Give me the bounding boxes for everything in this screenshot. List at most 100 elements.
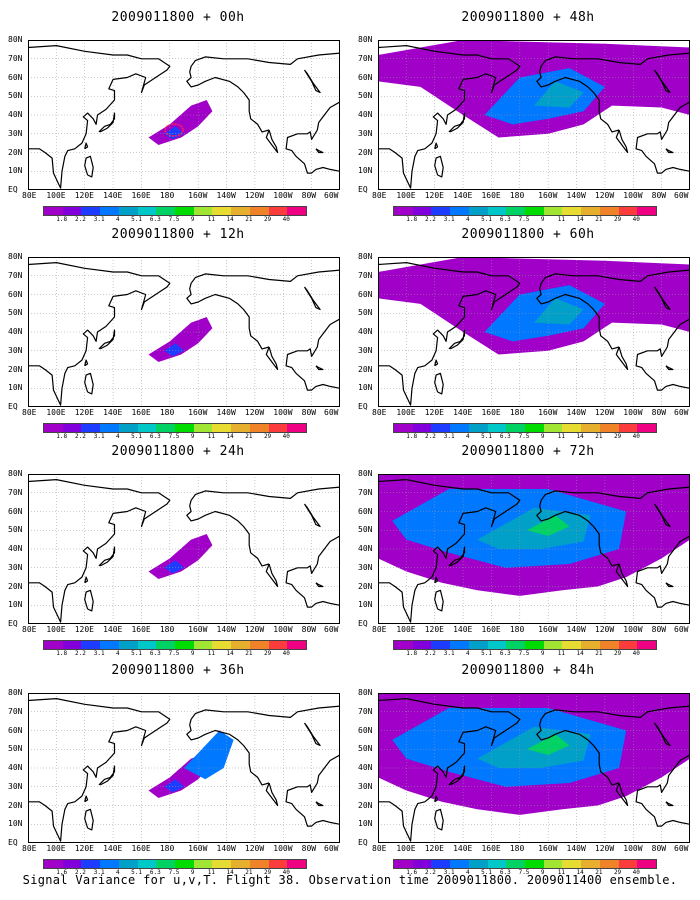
coastline (434, 589, 444, 612)
map-panel: 2009011800 + 72h 80N 70N 60N 50N 40N 30N 20N 10N… (358, 444, 698, 659)
latitude-label: 80N (358, 688, 373, 697)
longitude-label: 180 (509, 191, 525, 200)
latitude-label: 80N (358, 252, 373, 261)
coastline (434, 795, 439, 803)
colorbar-label: 11 (207, 433, 216, 440)
latitude-label: 40N (8, 544, 23, 553)
longitude-label: 140W (566, 844, 586, 853)
latitude-label: 70N (8, 270, 23, 280)
latitude-label: 50N (358, 308, 373, 318)
coastline (434, 808, 444, 831)
coastline (653, 722, 671, 747)
coastline (186, 52, 340, 133)
longitude-label: 60W (674, 844, 689, 853)
colorbar-label: 6.3 (149, 433, 161, 440)
coastline (285, 535, 340, 608)
coastline (378, 261, 521, 406)
colorbar-swatch (412, 641, 432, 649)
longitude-label: 80E (22, 191, 37, 200)
longitude-label: 160E (481, 191, 501, 200)
longitude-label: 160E (481, 408, 501, 417)
colorbar (393, 423, 657, 433)
colorbar-swatch (193, 641, 213, 649)
colorbar-label: 40 (632, 433, 640, 440)
longitude-label: 80W (651, 625, 667, 634)
coastline (665, 582, 674, 588)
longitude-label: 60W (324, 408, 339, 417)
latitude-label: EQ (8, 619, 18, 628)
colorbar-swatch (100, 424, 119, 432)
observation-ring (164, 123, 184, 137)
coastline (98, 765, 116, 786)
colorbar-label: 5.1 (481, 650, 492, 657)
latitude-label: 40N (8, 327, 23, 336)
longitude-label: 80E (22, 844, 37, 853)
map-panel: 2009011800 + 24h 80N 70N 60N 50N 40N 30N 20N 10N… (8, 444, 348, 659)
colorbar-swatch (562, 424, 582, 432)
coastline (98, 546, 116, 567)
longitude-label: 100W (623, 408, 643, 417)
coastline (285, 318, 340, 391)
variance-map (28, 474, 340, 624)
latitude-label: 40N (358, 763, 373, 772)
colorbar-swatch (394, 424, 413, 432)
colorbar-swatch (268, 641, 288, 649)
colorbar-swatch (62, 207, 82, 215)
colorbar-label: 5.1 (481, 433, 492, 440)
colorbar-swatch (637, 641, 657, 649)
latitude-label: 20N (8, 147, 23, 157)
latitude-label: 60N (358, 72, 373, 82)
longitude-label: 140W (216, 191, 236, 200)
coastline (536, 52, 690, 133)
colorbar-label: 11 (207, 216, 216, 223)
longitude-label: 140E (453, 191, 473, 200)
colorbar-label: 11 (557, 216, 566, 223)
colorbar-label: 4 (466, 869, 470, 876)
coastline (615, 346, 629, 371)
colorbar-swatch (44, 424, 63, 432)
coastline (84, 589, 94, 612)
colorbar-label: 21 (595, 433, 603, 440)
colorbar-label: 2.2 (425, 869, 436, 876)
latitude-label: 10N (358, 383, 373, 393)
map-frame (378, 693, 690, 843)
colorbar-label: 7.5 (168, 433, 180, 440)
longitude-label: 120E (74, 191, 94, 200)
colorbar (43, 859, 307, 869)
coastline (653, 286, 671, 311)
longitude-label: 160E (131, 408, 151, 417)
latitude-label: 30N (8, 128, 23, 138)
colorbar-label: 3.1 (443, 650, 455, 657)
coastline (84, 359, 89, 367)
colorbar-label: 14 (576, 433, 584, 440)
latitude-label: 50N (358, 744, 373, 754)
colorbar-swatch (581, 641, 600, 649)
latitude-label: 60N (358, 506, 373, 516)
longitude-label: 60W (674, 408, 689, 417)
latitude-label: 80N (358, 35, 373, 44)
colorbar-swatch (562, 207, 582, 215)
panel-title: 2009011800 + 72h (461, 444, 595, 459)
longitude-label: 100E (396, 191, 416, 200)
latitude-label: EQ (358, 185, 368, 194)
colorbar-label: 21 (245, 433, 253, 440)
longitude-label: 180 (159, 408, 175, 417)
longitude-label: 80W (301, 408, 317, 417)
colorbar-label: 2.2 (425, 216, 436, 223)
coastline (378, 478, 521, 623)
colorbar-labels: 1.8 2.2 3.1 4 5.1 6.3 7.5 9 11 14 21 29 40 (393, 217, 655, 225)
coastline (303, 69, 321, 94)
colorbar-swatch (81, 424, 101, 432)
colorbar-label: 29 (613, 216, 622, 223)
colorbar-label: 6.3 (149, 650, 161, 657)
longitude-label: 120E (74, 408, 94, 417)
latitude-label: 80N (358, 469, 373, 478)
coastline (186, 269, 340, 350)
latitude-label: 70N (358, 487, 373, 497)
latitude-label: 80N (8, 688, 23, 697)
colorbar-label: 40 (632, 869, 640, 876)
colorbar-swatch (193, 207, 213, 215)
colorbar-label: 1.6 (406, 869, 418, 876)
latitude-label: 40N (8, 763, 23, 772)
colorbar-swatch (62, 424, 82, 432)
